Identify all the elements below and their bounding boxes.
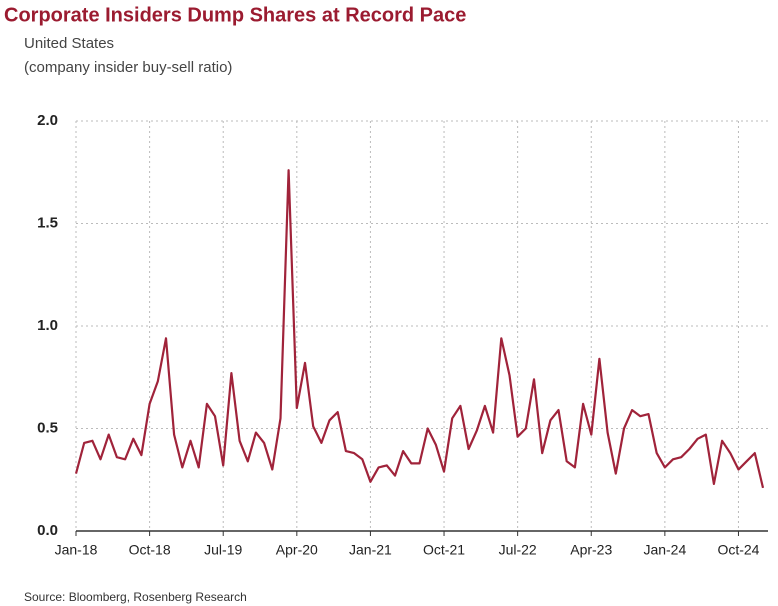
y-tick-label: 1.0 <box>37 317 58 334</box>
y-tick-label: 2.0 <box>37 112 58 129</box>
x-tick-label: Oct-21 <box>423 542 465 558</box>
x-tick-label: Oct-18 <box>129 542 171 558</box>
y-tick-label: 0.0 <box>37 522 58 539</box>
x-tick-label: Apr-23 <box>570 542 612 558</box>
x-tick-label: Apr-20 <box>276 542 318 558</box>
y-tick-label: 0.5 <box>37 419 58 436</box>
x-tick-label: Jan-18 <box>55 542 98 558</box>
x-tick-label: Jul-22 <box>499 542 537 558</box>
source: Source: Bloomberg, Rosenberg Research <box>24 590 247 604</box>
subtitle: United States <box>24 35 114 52</box>
chart-title: Corporate Insiders Dump Shares at Record… <box>4 4 466 26</box>
y-tick-label: 1.5 <box>37 214 58 231</box>
data-line <box>74 169 765 489</box>
x-tick-label: Jan-21 <box>349 542 392 558</box>
x-tick-label: Oct-24 <box>717 542 759 558</box>
x-tick-label: Jan-24 <box>643 542 686 558</box>
x-tick-label: Jul-19 <box>204 542 242 558</box>
y-axis-label: (company insider buy-sell ratio) <box>24 59 232 76</box>
